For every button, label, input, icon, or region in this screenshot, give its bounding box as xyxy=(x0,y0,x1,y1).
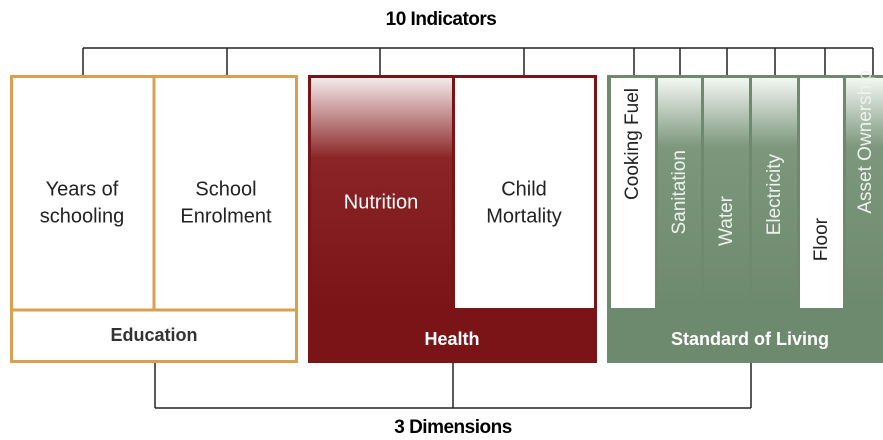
dimension-label: Education xyxy=(110,325,197,345)
indicator: Child xyxy=(501,178,547,200)
bottom-bracket xyxy=(154,363,752,409)
education-box: Years of schooling School Enrolment Educ… xyxy=(10,75,298,363)
indicator: Electricity xyxy=(764,154,785,236)
footer: 3 Dimensions xyxy=(394,417,512,438)
dimension-label: Health xyxy=(424,329,479,349)
health-box: Nutrition Child Mortality Health xyxy=(308,75,597,363)
dimension-label: Standard of Living xyxy=(671,329,829,349)
living-box: Cooking Fuel Sanitation Water Electricit… xyxy=(607,70,883,363)
title: 10 Indicators xyxy=(386,9,497,30)
top-bracket xyxy=(82,47,874,75)
indicator: Mortality xyxy=(486,205,562,227)
indicator: Floor xyxy=(811,217,832,261)
indicator: Sanitation xyxy=(669,150,690,235)
indicator: schooling xyxy=(40,205,125,227)
indicator: Asset Ownership xyxy=(855,70,876,214)
indicator: Enrolment xyxy=(180,205,272,227)
indicator: Cooking Fuel xyxy=(622,88,643,200)
indicator: Water xyxy=(716,195,737,246)
indicator: Nutrition xyxy=(344,191,418,213)
indicator: Years of xyxy=(46,178,119,200)
indicator: School xyxy=(195,178,256,200)
